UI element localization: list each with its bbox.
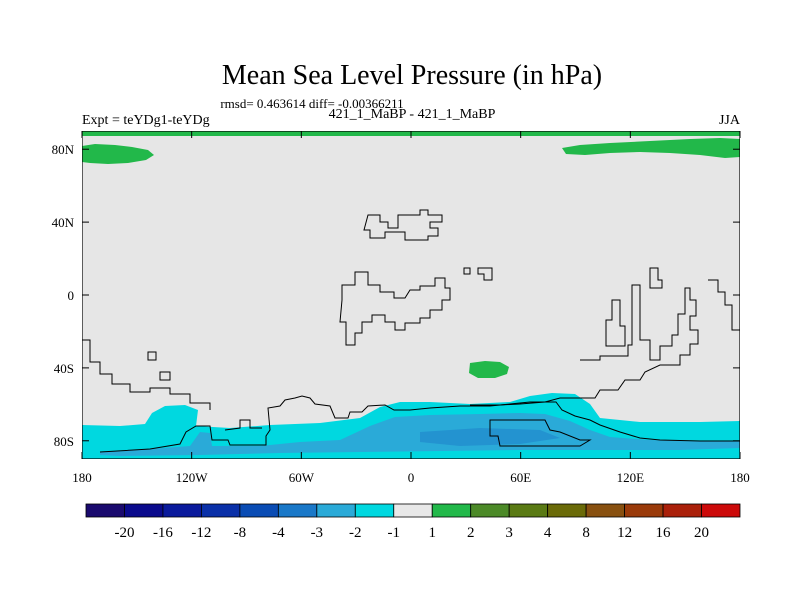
colorbar-swatch xyxy=(508,503,549,518)
left-label: Expt = teYDg1-teYDg xyxy=(82,113,210,128)
colorbar-swatch xyxy=(316,503,356,518)
y-axis: 80N 40N 0 40S 80S xyxy=(52,142,740,449)
coastline-island-2 xyxy=(477,267,493,281)
x-tick-label: 120W xyxy=(176,470,209,485)
coastline-antarctica xyxy=(99,395,740,453)
coastline-australia-east xyxy=(470,284,699,406)
colorbar-swatch xyxy=(662,503,702,518)
x-tick-label: 60E xyxy=(510,470,531,485)
coastline-island-3 xyxy=(147,351,157,361)
y-tick-label: 80N xyxy=(52,142,75,157)
y-tick-label: 40N xyxy=(52,215,75,230)
center-label: 421_1_MaBP - 421_1_MaBP xyxy=(329,107,496,122)
colorbar-label: 8 xyxy=(582,525,590,541)
colorbar-swatch xyxy=(470,503,510,518)
colorbar-swatch xyxy=(547,503,587,518)
colorbar-label: -16 xyxy=(153,525,173,541)
x-tick-label: 180 xyxy=(72,470,92,485)
y-tick-label: 80S xyxy=(54,434,74,449)
x-tick-label: 120E xyxy=(617,470,645,485)
coastlines xyxy=(82,209,740,453)
coastline-island-4 xyxy=(159,371,171,381)
x-axis: 180 120W 60W 0 60E 120E 180 xyxy=(72,131,750,485)
x-tick-label: 180 xyxy=(730,470,750,485)
colorbar-swatch xyxy=(354,503,395,518)
colorbar: -20 -16 -12 -8 -4 -3 -2 -1 1 2 3 4 8 12 16 20 xyxy=(85,503,741,541)
colorbar-label: -3 xyxy=(311,525,324,541)
y-tick-label: 40S xyxy=(54,361,74,376)
x-tick-label: 60W xyxy=(289,470,315,485)
colorbar-label: 1 xyxy=(428,525,436,541)
colorbar-swatch xyxy=(239,503,279,518)
colorbar-swatch xyxy=(585,503,625,518)
coastline-eurasia-north xyxy=(363,209,443,241)
chart-title: Mean Sea Level Pressure (in hPa) xyxy=(222,60,602,91)
coastline-ross-sea xyxy=(489,419,592,447)
coastline-far-east xyxy=(708,279,740,331)
colorbar-label: -8 xyxy=(234,525,247,541)
colorbar-label: -4 xyxy=(272,525,285,541)
coastline-japan xyxy=(649,267,663,289)
colorbar-swatch xyxy=(624,503,664,518)
arctic-positive-east xyxy=(562,138,740,158)
coastline-west-fragment xyxy=(82,339,211,410)
colorbar-swatch xyxy=(701,503,741,518)
colorbar-swatch xyxy=(431,503,472,518)
y-tick-label: 0 xyxy=(68,288,75,303)
colorbar-label: -2 xyxy=(349,525,362,541)
colorbar-swatch xyxy=(277,503,318,518)
colorbar-label: -20 xyxy=(114,525,134,541)
coastline-africa xyxy=(339,271,451,346)
colorbar-label: 4 xyxy=(544,525,552,541)
colorbar-label: 16 xyxy=(656,525,672,541)
colorbar-swatch xyxy=(85,503,125,518)
colorbar-label: 12 xyxy=(617,525,632,541)
x-tick-label: 0 xyxy=(408,470,415,485)
right-label: JJA xyxy=(719,113,741,128)
south-atlantic-positive xyxy=(469,361,509,378)
coastline-asia-islands xyxy=(605,299,626,347)
colorbar-label: -12 xyxy=(191,525,211,541)
map-plot xyxy=(82,131,740,459)
colorbar-label: 3 xyxy=(505,525,513,541)
colorbar-swatch xyxy=(201,503,241,518)
colorbar-label: 20 xyxy=(694,525,709,541)
colorbar-label: 2 xyxy=(467,525,475,541)
colorbar-swatch xyxy=(162,503,202,518)
colorbar-label: -1 xyxy=(388,525,401,541)
arctic-positive-west xyxy=(82,144,154,164)
colorbar-swatch xyxy=(393,503,433,518)
antarctic-negative-inner xyxy=(420,428,560,446)
coastline-antarctic-peninsula xyxy=(224,419,262,431)
coastline-island-1 xyxy=(463,267,471,275)
stats-line: rmsd= 0.463614 diff= -0.00366211 xyxy=(220,96,403,111)
antarctic-negative-core xyxy=(100,413,740,456)
colorbar-swatch xyxy=(124,503,164,518)
